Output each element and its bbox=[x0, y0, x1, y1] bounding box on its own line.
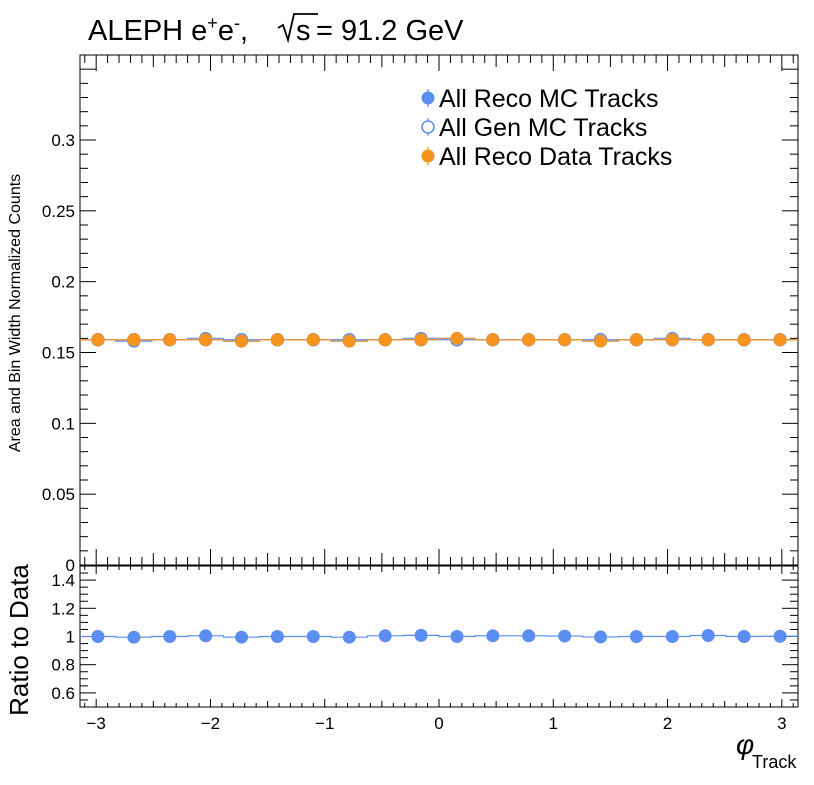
point-reco-data bbox=[450, 331, 464, 345]
ratio-point bbox=[450, 630, 464, 643]
title-comma: , bbox=[240, 15, 248, 47]
legend-marker-filled bbox=[421, 91, 435, 105]
main-series-group bbox=[79, 331, 799, 348]
ratio-point bbox=[665, 630, 679, 643]
ratio-point bbox=[270, 630, 284, 643]
main-y-tick-label: 0.1 bbox=[51, 414, 75, 433]
point-reco-data bbox=[629, 333, 643, 347]
x-tick-label: −2 bbox=[201, 714, 220, 733]
point-reco-data bbox=[306, 333, 320, 347]
chart-title: ALEPH e+e-, s = 91.2 GeV bbox=[88, 13, 464, 47]
main-y-tick-label: 0 bbox=[66, 556, 75, 575]
ratio-y-axis: 0.6 0.8 1 1.2 1.4 bbox=[51, 565, 798, 708]
ratio-y-tick-label: 1 bbox=[66, 628, 75, 647]
point-reco-data bbox=[701, 333, 715, 347]
svg-text:ALEPH e+e-,: ALEPH e+e-, bbox=[88, 13, 248, 47]
title-energy: = 91.2 GeV bbox=[316, 15, 464, 47]
ratio-y-tick-label: 0.8 bbox=[51, 656, 75, 675]
ratio-point bbox=[235, 630, 249, 644]
ratio-y-tick-label: 0.6 bbox=[51, 684, 75, 703]
ratio-series-group bbox=[79, 628, 799, 644]
ratio-y-tick-label: 1.2 bbox=[51, 599, 75, 618]
ratio-point bbox=[737, 630, 751, 643]
ratio-point bbox=[594, 630, 608, 644]
legend-label: All Gen MC Tracks bbox=[439, 114, 647, 142]
ratio-point bbox=[127, 630, 141, 644]
point-reco-data bbox=[91, 333, 105, 347]
point-reco-data bbox=[522, 333, 536, 347]
title-sup1: + bbox=[207, 13, 218, 33]
ratio-x-axis: −3 −2 −1 0 1 2 3 bbox=[84, 566, 794, 733]
point-reco-data bbox=[199, 333, 213, 347]
point-reco-data bbox=[270, 333, 284, 347]
ratio-point bbox=[629, 630, 643, 643]
ratio-point bbox=[522, 629, 536, 643]
ratio-point bbox=[701, 629, 715, 643]
ratio-y-tick-label: 1.4 bbox=[51, 571, 75, 590]
series-line-2 bbox=[79, 337, 799, 342]
title-mid: e bbox=[218, 15, 234, 47]
main-y-tick-label: 0.25 bbox=[42, 202, 75, 221]
ratio-point bbox=[378, 629, 392, 643]
point-reco-data bbox=[665, 333, 679, 347]
ratio-point bbox=[199, 629, 213, 643]
ratio-point bbox=[414, 628, 428, 642]
point-reco-data bbox=[773, 333, 787, 347]
legend-marker-open bbox=[421, 120, 435, 134]
x-tick-label: 2 bbox=[663, 714, 672, 733]
main-y-tick-label: 0.05 bbox=[42, 485, 75, 504]
main-y-axis: 0 0.05 0.1 0.15 0.2 0.25 0.3 bbox=[42, 54, 798, 575]
x-tick-label: 1 bbox=[549, 714, 558, 733]
ratio-point bbox=[558, 629, 572, 643]
x-axis-label-sub: Track bbox=[752, 752, 797, 772]
point-reco-data bbox=[737, 333, 751, 347]
legend-marker-filled bbox=[421, 149, 435, 163]
point-reco-data bbox=[342, 334, 356, 348]
sqrt-sign-icon bbox=[277, 13, 318, 44]
main-y-tick-label: 0.3 bbox=[51, 131, 75, 150]
ratio-panel: 0.6 0.8 1 1.2 1.4 −3 −2 −1 0 1 2 3 Ratio to Data φ… bbox=[4, 564, 799, 772]
x-axis-label: φ bbox=[736, 729, 754, 760]
x-tick-label: 3 bbox=[777, 714, 786, 733]
title-main: ALEPH e bbox=[88, 15, 207, 47]
point-reco-data bbox=[414, 333, 428, 347]
ratio-point bbox=[773, 629, 787, 643]
point-reco-data bbox=[594, 334, 608, 348]
main-panel: 0 0.05 0.1 0.15 0.2 0.25 0.3 Area and Bin Widt… bbox=[7, 54, 799, 575]
main-y-tick-label: 0.15 bbox=[42, 344, 75, 363]
main-y-tick-label: 0.2 bbox=[51, 273, 75, 292]
title-sqrt-arg: s bbox=[296, 15, 311, 47]
x-tick-label: 0 bbox=[434, 714, 443, 733]
main-y-label: Area and Bin Width Normalized Counts bbox=[7, 174, 24, 452]
point-reco-data bbox=[127, 333, 141, 347]
point-reco-data bbox=[558, 333, 572, 347]
point-reco-data bbox=[378, 333, 392, 347]
title-sup2: - bbox=[234, 13, 240, 33]
ratio-point bbox=[91, 630, 105, 643]
main-x-ticks bbox=[84, 55, 794, 565]
ratio-y-label: Ratio to Data bbox=[4, 564, 34, 716]
ratio-point bbox=[342, 630, 356, 644]
legend-label: All Reco Data Tracks bbox=[439, 143, 672, 171]
x-tick-label: −1 bbox=[315, 714, 334, 733]
ratio-line bbox=[79, 634, 799, 638]
point-reco-data bbox=[235, 334, 249, 348]
ratio-point bbox=[486, 629, 500, 643]
ratio-point bbox=[306, 630, 320, 643]
point-reco-data bbox=[163, 333, 177, 347]
legend-label: All Reco MC Tracks bbox=[439, 85, 658, 113]
x-tick-label: −3 bbox=[86, 714, 105, 733]
point-reco-data bbox=[486, 333, 500, 347]
ratio-point bbox=[163, 630, 177, 643]
